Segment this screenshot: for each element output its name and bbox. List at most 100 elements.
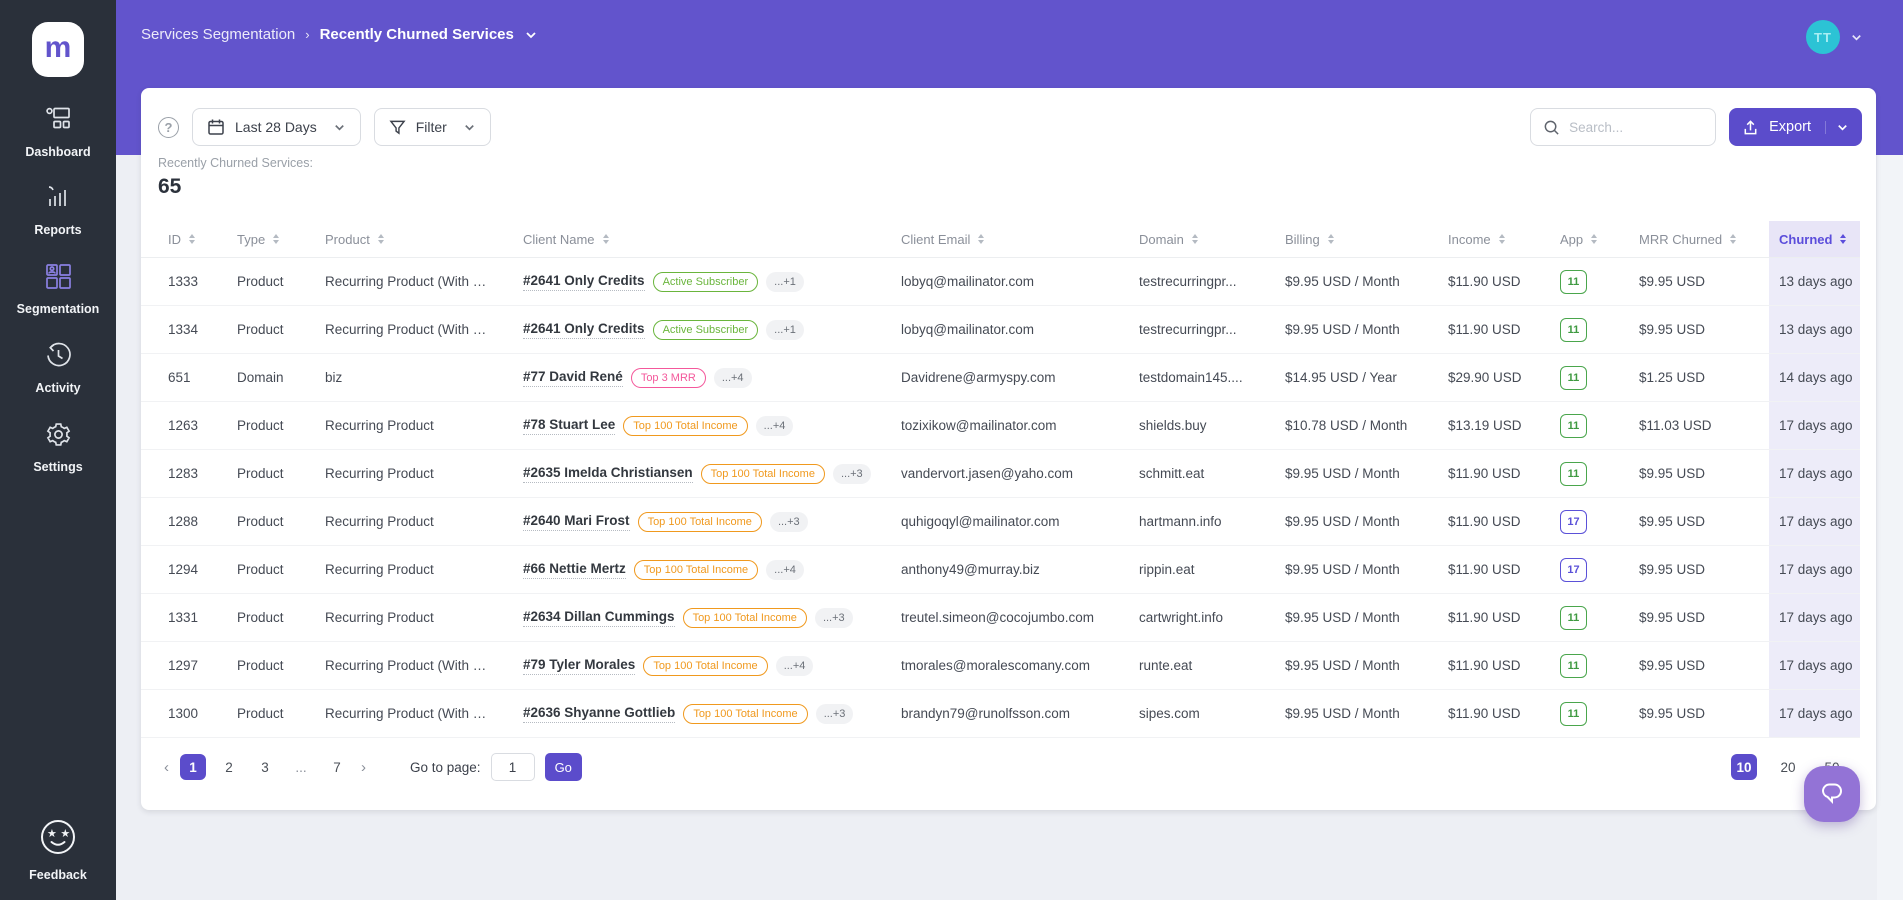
app-count-badge[interactable]: 11 [1560, 653, 1587, 678]
more-badges-chip[interactable]: ...+1 [766, 319, 804, 340]
app-count-badge[interactable]: 11 [1560, 461, 1587, 486]
pagination-page-3[interactable]: 3 [261, 759, 269, 775]
breadcrumb-root[interactable]: Services Segmentation [141, 26, 296, 43]
table-row[interactable]: 1283 Product Recurring Product #2635 Ime… [141, 450, 1860, 498]
client-name-link[interactable]: #79 Tyler Morales [523, 657, 636, 675]
more-badges-chip[interactable]: ...+4 [766, 559, 804, 580]
column-header-churned[interactable]: Churned [1769, 221, 1860, 257]
cell-mrr-churned: $1.25 USD [1639, 370, 1706, 385]
column-header-type[interactable]: Type [237, 221, 325, 257]
summary-label: Recently Churned Services: [158, 156, 313, 170]
cell-id: 1297 [168, 658, 199, 673]
more-badges-chip[interactable]: ...+3 [832, 463, 871, 484]
column-header-client-email[interactable]: Client Email [901, 221, 1139, 257]
table-row[interactable]: 1288 Product Recurring Product #2640 Mar… [141, 498, 1860, 546]
more-badges-chip[interactable]: ...+3 [814, 607, 853, 628]
column-header-domain[interactable]: Domain [1139, 221, 1285, 257]
user-menu[interactable]: TT [1806, 20, 1863, 54]
app-count-badge[interactable]: 17 [1560, 557, 1587, 582]
client-name-link[interactable]: #2636 Shyanne Gottlieb [523, 705, 676, 723]
avatar[interactable]: TT [1806, 20, 1840, 54]
summary: Recently Churned Services: 65 [141, 146, 1876, 199]
breadcrumb-current[interactable]: Recently Churned Services [319, 26, 514, 43]
table-row[interactable]: 1294 Product Recurring Product #66 Netti… [141, 546, 1860, 594]
app-count-badge[interactable]: 17 [1560, 509, 1587, 534]
column-header-client-name[interactable]: Client Name [523, 221, 901, 257]
client-badge: Top 100 Total Income [633, 559, 759, 580]
table-row[interactable]: 1300 Product Recurring Product (With … #… [141, 690, 1860, 738]
go-button[interactable]: Go [544, 753, 582, 781]
client-name-link[interactable]: #2635 Imelda Christiansen [523, 465, 693, 483]
pagination-next-button[interactable]: › [361, 758, 366, 776]
cell-domain: testdomain145.... [1139, 370, 1243, 385]
client-name-link[interactable]: #2640 Mari Frost [523, 513, 630, 531]
app-count-badge[interactable]: 11 [1560, 269, 1587, 294]
column-header-id[interactable]: ID [141, 221, 237, 257]
column-header-income[interactable]: Income [1448, 221, 1560, 257]
chevron-down-icon[interactable] [524, 28, 538, 42]
table-row[interactable]: 1331 Product Recurring Product #2634 Dil… [141, 594, 1860, 642]
pagination-page-7[interactable]: 7 [333, 759, 341, 775]
cell-client-name: #2640 Mari Frost Top 100 Total Income ..… [523, 511, 901, 532]
client-name-link[interactable]: #2641 Only Credits [523, 273, 645, 291]
cell-mrr-churned: $9.95 USD [1639, 322, 1706, 337]
more-badges-chip[interactable]: ...+4 [775, 655, 814, 676]
sidebar-item-reports[interactable]: Reports [0, 185, 116, 237]
client-name-link[interactable]: #77 David René [523, 369, 623, 387]
cell-client-name: #2634 Dillan Cummings Top 100 Total Inco… [523, 607, 901, 628]
scrollbar-track[interactable] [1877, 155, 1903, 900]
client-name-link[interactable]: #66 Nettie Mertz [523, 561, 626, 579]
date-range-dropdown[interactable]: Last 28 Days [192, 108, 361, 146]
client-name-link[interactable]: #2641 Only Credits [523, 321, 645, 339]
chat-widget-button[interactable] [1804, 766, 1860, 822]
column-header-product[interactable]: Product [325, 221, 523, 257]
client-name-link[interactable]: #2634 Dillan Cummings [523, 609, 675, 627]
table-row[interactable]: 1263 Product Recurring Product #78 Stuar… [141, 402, 1860, 450]
more-badges-chip[interactable]: ...+4 [755, 415, 794, 436]
pagination-prev-button[interactable]: ‹ [164, 758, 169, 776]
table-row[interactable]: 1297 Product Recurring Product (With … #… [141, 642, 1860, 690]
calendar-icon [207, 118, 225, 136]
sidebar-item-segmentation[interactable]: Segmentation [0, 263, 116, 316]
help-icon[interactable]: ? [158, 116, 179, 138]
more-badges-chip[interactable]: ...+4 [713, 367, 752, 388]
filter-label: Filter [415, 119, 447, 135]
app-logo[interactable]: m [32, 22, 84, 77]
sidebar-item-activity[interactable]: Activity [0, 342, 116, 395]
more-badges-chip[interactable]: ...+1 [766, 271, 804, 292]
cell-churned: 17 days ago [1769, 402, 1860, 449]
client-name-link[interactable]: #78 Stuart Lee [523, 417, 616, 435]
app-count-badge[interactable]: 11 [1560, 365, 1587, 390]
search-input[interactable] [1569, 119, 1690, 135]
reports-icon [45, 185, 71, 216]
sidebar-item-settings[interactable]: Settings [0, 421, 116, 474]
column-header-billing[interactable]: Billing [1285, 221, 1448, 257]
cell-churned: 17 days ago [1769, 546, 1860, 593]
filter-button[interactable]: Filter [373, 108, 491, 146]
search-icon [1543, 119, 1560, 136]
app-count-badge[interactable]: 11 [1560, 317, 1587, 342]
more-badges-chip[interactable]: ...+3 [815, 703, 854, 724]
goto-page-input[interactable] [490, 753, 535, 781]
pagination-page-2[interactable]: 2 [225, 759, 233, 775]
table-row[interactable]: 1333 Product Recurring Product (With … #… [141, 258, 1860, 306]
pagination-page-1[interactable]: 1 [180, 754, 206, 780]
sidebar-item-feedback[interactable]: ★ ★ Feedback [29, 817, 87, 882]
breadcrumb: Services Segmentation › Recently Churned… [141, 26, 538, 43]
table-row[interactable]: 651 Domain biz #77 David René Top 3 MRR … [141, 354, 1860, 402]
column-header-mrr-churned[interactable]: MRR Churned [1639, 221, 1769, 257]
export-button[interactable]: Export [1729, 108, 1862, 146]
page-size-20[interactable]: 20 [1780, 759, 1796, 775]
app-count-badge[interactable]: 11 [1560, 413, 1587, 438]
table-row[interactable]: 1334 Product Recurring Product (With … #… [141, 306, 1860, 354]
page-size-10[interactable]: 10 [1731, 754, 1757, 780]
export-menu-chevron[interactable] [1825, 120, 1849, 134]
cell-income: $11.90 USD [1448, 562, 1521, 577]
sidebar-item-dashboard[interactable]: Dashboard [0, 107, 116, 159]
app-count-badge[interactable]: 11 [1560, 605, 1587, 630]
cell-client-email: lobyq@mailinator.com [901, 274, 1035, 289]
more-badges-chip[interactable]: ...+3 [769, 511, 808, 532]
cell-product: Recurring Product [325, 418, 434, 433]
column-header-app[interactable]: App [1560, 221, 1639, 257]
app-count-badge[interactable]: 11 [1560, 701, 1587, 726]
